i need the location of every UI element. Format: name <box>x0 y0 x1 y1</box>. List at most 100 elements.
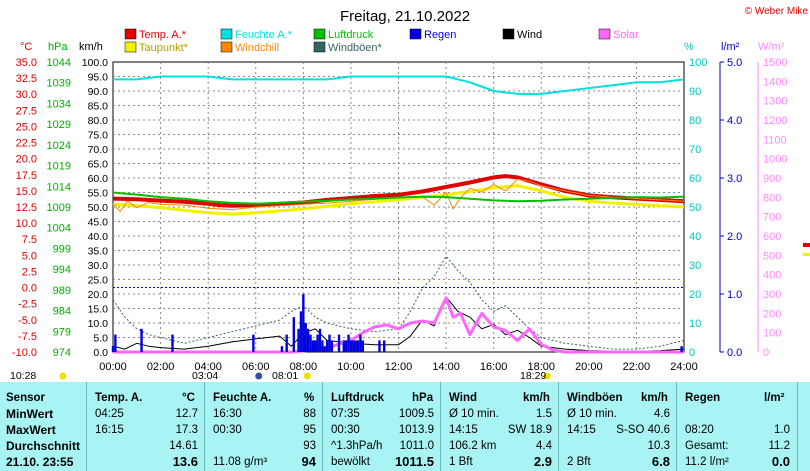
wind-tick-6: 70.0 <box>88 144 109 156</box>
hum-tick-9: 10 <box>689 318 701 330</box>
rain-bar-13 <box>309 334 312 352</box>
temp-tick-11: 7.5 <box>22 234 37 246</box>
solar-tick-9: 600 <box>763 231 781 243</box>
rain-bar-20 <box>325 340 329 352</box>
table-cell-value: 17.3 <box>175 424 198 436</box>
temp-tick-15: -2.5 <box>18 299 37 311</box>
table-cell-value: S-SO 40.6 <box>616 424 670 436</box>
rain-tick-1: 4.0 <box>727 115 742 127</box>
table-cell-value: 11.2 <box>768 440 790 452</box>
table-cell-value: 2.9 <box>533 454 552 469</box>
table-cell-value: 4.4 <box>536 440 552 452</box>
legend-swatch-6 <box>124 41 137 53</box>
hum-tick-5: 50 <box>689 202 701 214</box>
rain-bar-1 <box>114 334 117 352</box>
header-gusts: Windböen <box>567 392 623 404</box>
solar-axis-label: W/m² <box>758 41 785 53</box>
temp-tick-17: -7.5 <box>18 331 37 343</box>
rain-bar-31 <box>359 334 362 352</box>
table-cell-label: 106.2 km <box>449 440 497 452</box>
rain-tick-2: 3.0 <box>727 173 742 185</box>
solar-tick-10: 500 <box>763 250 781 262</box>
rain-bar-23 <box>337 334 341 352</box>
table-cell-value: 0.0 <box>771 454 790 469</box>
rain-bar-22 <box>330 340 334 352</box>
table-cell-value: 12.7 <box>175 408 198 420</box>
solar-tick-14: 100 <box>763 328 781 340</box>
wind-tick-1: 95.0 <box>88 72 109 84</box>
hum-tick-10: 0 <box>689 347 695 359</box>
legend-swatch-4 <box>502 28 515 40</box>
table-row: MinWert 04:25 12.7 16:30 88 07:35 1009.5 Ø 10 m… <box>0 406 810 422</box>
solar-tick-5: 1000 <box>763 154 787 166</box>
table-cell-label: 14:15 <box>449 424 478 436</box>
table-cell-value: 6.8 <box>651 454 670 469</box>
hum-tick-6: 40 <box>689 231 701 243</box>
rain-bar-3 <box>171 334 174 352</box>
rain-bar-16 <box>316 334 319 352</box>
rain-bar-8 <box>297 328 300 352</box>
table-cell-value: SW 18.9 <box>507 424 552 436</box>
x-tick-6: 12:00 <box>385 361 413 373</box>
header-pressure-unit: hPa <box>412 392 434 404</box>
table-cell-label: 16:30 <box>213 408 242 420</box>
rain-bar-17 <box>318 328 322 352</box>
table-row: MaxWert 16:15 17.3 00:30 95 00:30 1013.9 14:15 S… <box>0 422 810 438</box>
legend-swatch-5 <box>598 28 611 40</box>
x-tick-2: 04:00 <box>194 361 222 373</box>
x-tick-3: 06:00 <box>242 361 270 373</box>
rain-bar-34 <box>383 340 386 352</box>
wind-tick-10: 50.0 <box>88 202 109 214</box>
temp-tick-0: 35.0 <box>16 57 37 69</box>
table-cell-value: 13.6 <box>172 454 198 469</box>
solar-tick-11: 400 <box>763 270 781 282</box>
table-cell-value: 94 <box>301 454 316 469</box>
table-cell-value: 4.6 <box>654 408 670 420</box>
table-cell-value: 1013.9 <box>398 424 434 436</box>
press-tick-0: 1044 <box>47 57 71 69</box>
rain-bar-10 <box>302 294 305 352</box>
rain-tick-3: 2.0 <box>727 231 742 243</box>
wind-tick-7: 65.0 <box>88 159 109 171</box>
press-tick-9: 999 <box>53 243 71 255</box>
legend-label-0: Temp. A.* <box>139 29 187 41</box>
wind-tick-0: 100.0 <box>82 57 108 69</box>
press-tick-1: 1039 <box>47 78 71 90</box>
table-cell-value: 1.5 <box>536 408 552 420</box>
legend-label-7: Windchill <box>235 42 279 54</box>
rain-tick-5: 0.0 <box>727 347 742 359</box>
rain-bar-2 <box>140 328 143 352</box>
wind-tick-4: 80.0 <box>88 115 109 127</box>
series-line-3 <box>112 191 685 205</box>
rain-bar-12 <box>306 328 310 352</box>
solar-tick-1: 1400 <box>763 76 787 88</box>
wind-tick-11: 45.0 <box>88 217 109 229</box>
moonset-time: 03:04 <box>192 370 219 382</box>
hum-tick-2: 80 <box>689 115 701 127</box>
legend-label-2: Luftdruck <box>328 29 374 41</box>
solar-tick-12: 300 <box>763 289 781 301</box>
temp-tick-4: 25.0 <box>16 121 37 133</box>
solar-tick-3: 1200 <box>763 115 787 127</box>
wind-tick-13: 35.0 <box>88 246 109 258</box>
wind-tick-3: 85.0 <box>88 101 109 113</box>
copyright: © Weber Mike <box>745 6 809 17</box>
press-tick-8: 1004 <box>47 223 71 235</box>
table-cell-label: 11.2 l/m² <box>685 456 729 468</box>
rain-bar-0 <box>111 346 115 352</box>
table-cell-label: Ø 10 min. <box>449 408 499 420</box>
press-tick-14: 974 <box>53 347 71 359</box>
solar-tick-0: 1500 <box>763 57 787 69</box>
temp-tick-6: 20.0 <box>16 154 37 166</box>
table-cell-label: bewölkt <box>331 456 370 468</box>
temp-tick-13: 2.5 <box>22 266 37 278</box>
rain-bar-4 <box>252 334 255 352</box>
press-tick-10: 994 <box>53 264 71 276</box>
x-tick-10: 20:00 <box>575 361 603 373</box>
table-cell-label: 00:30 <box>213 424 242 436</box>
table-cell-label: 00:30 <box>331 424 360 436</box>
temp-tick-2: 30.0 <box>16 89 37 101</box>
table-cell-value: 1011.0 <box>399 440 434 452</box>
row-label: 21.10. 23:55 <box>6 455 74 469</box>
rain-bar-11 <box>304 323 307 352</box>
